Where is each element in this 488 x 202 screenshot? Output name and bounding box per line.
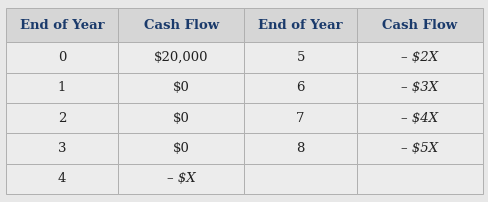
Text: Cash Flow: Cash Flow [382, 19, 456, 32]
Text: 0: 0 [58, 51, 66, 64]
Bar [6, 8, 118, 42]
Bar [356, 8, 482, 42]
Bar [118, 73, 244, 103]
Text: $20,000: $20,000 [154, 51, 208, 64]
Text: 4: 4 [58, 172, 66, 185]
Text: 1: 1 [58, 81, 66, 94]
Text: 7: 7 [296, 112, 304, 125]
Bar [118, 42, 244, 73]
Bar [244, 103, 356, 133]
Text: $0: $0 [172, 81, 189, 94]
Text: $0: $0 [172, 142, 189, 155]
Text: – $2X: – $2X [401, 51, 438, 64]
Text: – $X: – $X [166, 172, 195, 185]
Text: – $4X: – $4X [401, 112, 438, 125]
Bar [118, 164, 244, 194]
Text: $0: $0 [172, 112, 189, 125]
Bar [244, 164, 356, 194]
Text: Cash Flow: Cash Flow [143, 19, 218, 32]
Text: 8: 8 [296, 142, 304, 155]
Text: End of Year: End of Year [20, 19, 104, 32]
Text: – $5X: – $5X [401, 142, 438, 155]
Text: End of Year: End of Year [258, 19, 342, 32]
Bar [6, 42, 118, 73]
Bar [356, 133, 482, 164]
Bar [356, 164, 482, 194]
Bar [356, 103, 482, 133]
Bar [118, 8, 244, 42]
Bar [244, 8, 356, 42]
Bar [118, 133, 244, 164]
Text: 2: 2 [58, 112, 66, 125]
Text: – $3X: – $3X [401, 81, 438, 94]
Bar [6, 73, 118, 103]
Text: 3: 3 [58, 142, 66, 155]
Bar [6, 164, 118, 194]
Bar [244, 42, 356, 73]
Bar [244, 133, 356, 164]
Text: 6: 6 [296, 81, 304, 94]
Bar [356, 42, 482, 73]
Bar [6, 103, 118, 133]
Bar [356, 73, 482, 103]
Bar [118, 103, 244, 133]
Text: 5: 5 [296, 51, 304, 64]
Bar [244, 73, 356, 103]
Bar [6, 133, 118, 164]
